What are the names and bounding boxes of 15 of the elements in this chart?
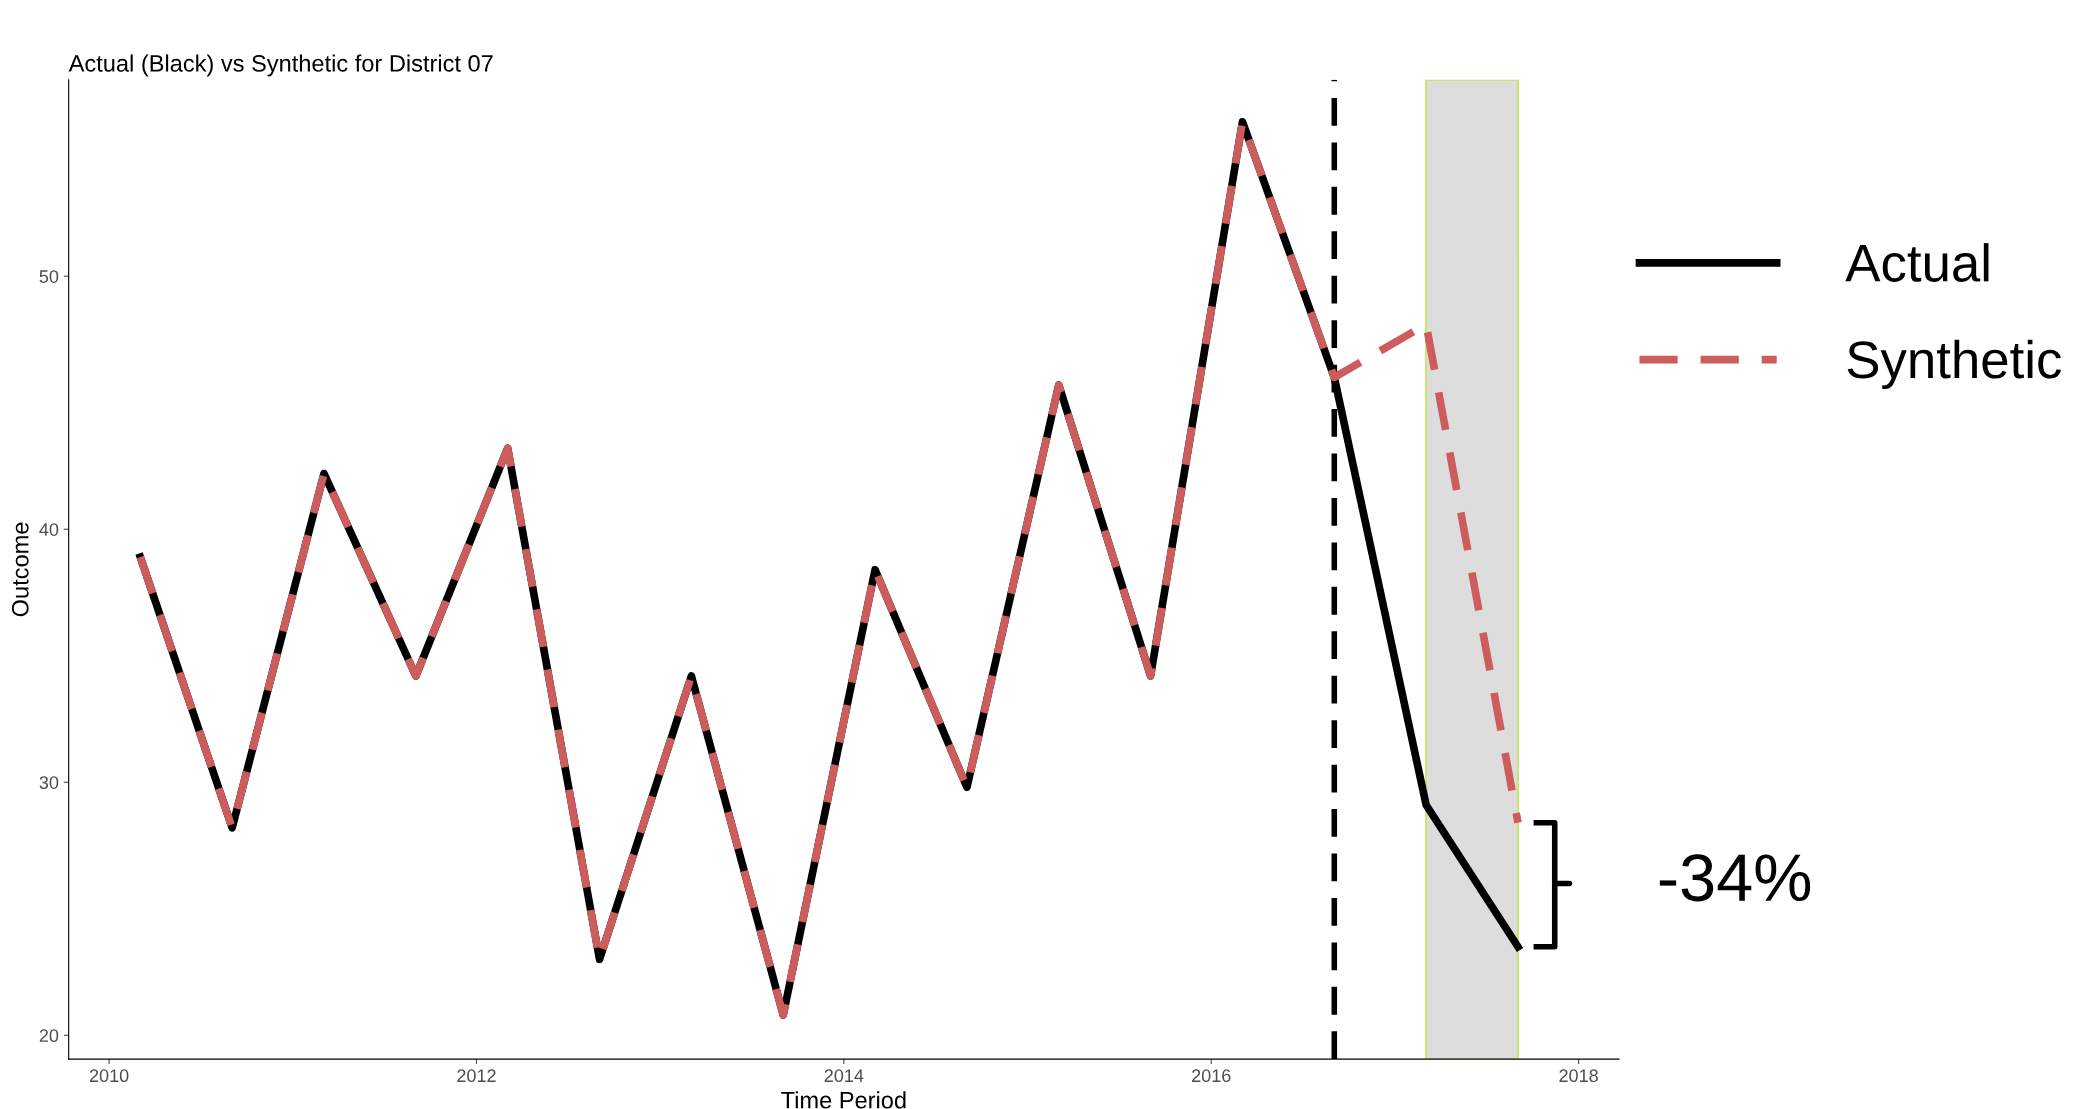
y-tick-label: 20 [39, 1029, 59, 1043]
x-tick-label: 2012 [457, 1069, 496, 1083]
legend-label: Actual [1845, 243, 1989, 282]
annotation: -34% [1659, 854, 1811, 902]
y-tick-label: 50 [39, 270, 59, 283]
chart-title: Actual (Black) vs Synthetic for District 07 [68, 54, 493, 77]
x-tick-label: 2016 [1192, 1069, 1231, 1083]
x-axis-title: Time Period [781, 1091, 906, 1109]
legend-label: Synthetic [1847, 339, 2061, 390]
x-tick-label: 2010 [89, 1069, 129, 1083]
y-tick-label: 30 [39, 776, 59, 789]
x-tick-label: 2014 [824, 1069, 864, 1083]
y-tick-label: 40 [39, 523, 59, 536]
y-axis-title: Outcome [11, 522, 29, 617]
x-tick-label: 2018 [1559, 1069, 1598, 1083]
